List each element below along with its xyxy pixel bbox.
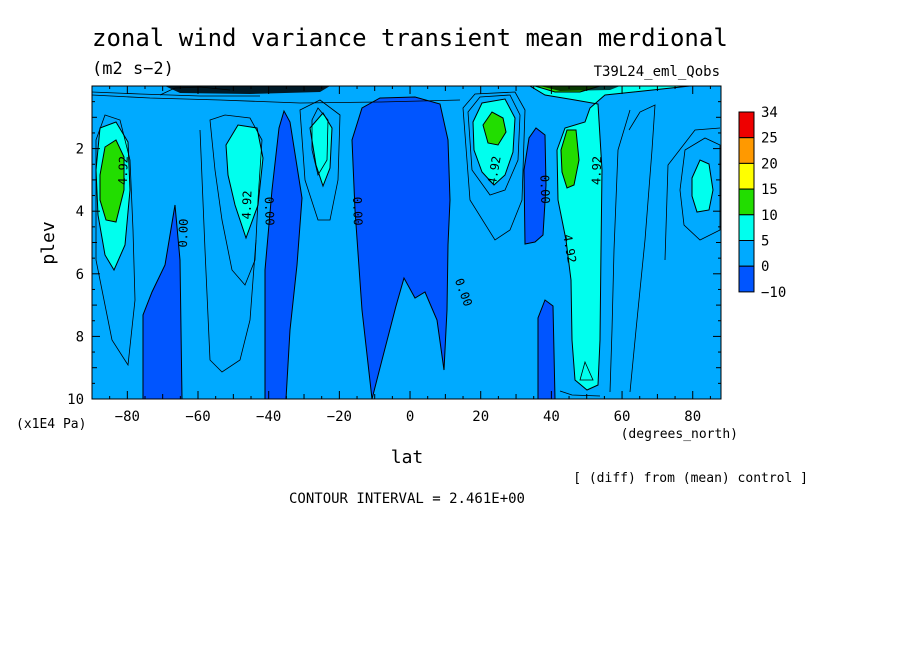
diff-note: [ (diff) from (mean) control ] — [573, 471, 808, 486]
legend-swatch — [738, 265, 755, 293]
legend-swatch — [738, 188, 755, 216]
strong-region-nh-jet — [560, 129, 580, 189]
color-legend: 34 25 20 15 10 5 0 −10 — [738, 105, 786, 301]
y-tick-label: 2 — [76, 142, 84, 158]
x-tick-label: 40 — [543, 409, 560, 425]
x-tick-label: −20 — [327, 409, 352, 425]
contour-label-layer: 4.920.004.92 0.00 0.000.004.920.004.924.92 — [116, 155, 605, 308]
negative-region-sh-mid — [264, 109, 303, 399]
x-tick-label: −60 — [185, 409, 210, 425]
top-band — [165, 86, 330, 94]
x-tick-label: 80 — [684, 409, 701, 425]
x-tick-label: −80 — [115, 409, 140, 425]
x-tick-labels: −80 −60 −40 −20 0 20 40 60 80 — [115, 409, 701, 425]
legend-swatch — [738, 240, 755, 267]
contour-label: 4.92 — [116, 156, 131, 185]
negative-region-nh-upper — [523, 127, 547, 245]
negative-region-equatorial — [351, 96, 451, 399]
axis-ticks — [91, 85, 721, 400]
contour-label: 4.92 — [485, 155, 504, 186]
legend-swatch — [738, 162, 755, 190]
legend-label: 25 — [761, 131, 778, 147]
contour-label: 4.92 — [560, 233, 579, 264]
legend-swatch — [738, 214, 755, 242]
y-axis-units: (x1E4 Pa) — [16, 417, 86, 432]
strong-region-nh-subtropical — [482, 111, 507, 146]
contour-label: 4.92 — [589, 156, 604, 185]
negative-region-sh-lower — [142, 204, 183, 399]
legend-label: 5 — [761, 234, 769, 250]
contour-interval: CONTOUR INTERVAL = 2.461E+00 — [289, 491, 525, 507]
x-tick-label: 60 — [614, 409, 631, 425]
run-label: T39L24_eml_Qobs — [594, 64, 720, 80]
legend-label: 15 — [761, 182, 778, 198]
legend-label: 10 — [761, 208, 778, 224]
contour-label: 0.00 — [176, 218, 191, 247]
legend-label: 20 — [761, 156, 778, 172]
contour-label: 0.00 — [537, 175, 552, 204]
y-tick-labels: 2 4 6 8 10 — [67, 142, 84, 408]
x-tick-label: −40 — [256, 409, 281, 425]
contour-label: 0.00 — [350, 196, 365, 225]
chart-title: zonal wind variance transient mean merdi… — [92, 24, 728, 52]
contour-label: 0.00 — [262, 196, 277, 225]
legend-swatch — [738, 137, 755, 164]
y-tick-label: 8 — [76, 329, 84, 345]
contour-plot-area: 4.920.004.92 0.00 0.000.004.920.004.924.92 — [92, 86, 721, 399]
y-tick-label: 6 — [76, 267, 84, 283]
legend-swatch — [738, 111, 755, 139]
legend-label: −10 — [761, 285, 786, 301]
x-axis-units: (degrees_north) — [621, 427, 738, 442]
legend-label: 0 — [761, 259, 769, 275]
x-tick-label: 20 — [472, 409, 489, 425]
legend-label: 34 — [761, 105, 778, 121]
strong-region-sh-polar — [99, 139, 125, 223]
contour-label: 4.92 — [239, 190, 254, 219]
x-axis-label: lat — [391, 447, 424, 468]
positive-region-nh-polar — [691, 159, 714, 213]
x-tick-label: 0 — [406, 409, 414, 425]
negative-region-nh-lower — [537, 299, 556, 399]
chart-units: (m2 s−2) — [92, 59, 174, 79]
top-band-nh — [540, 86, 620, 91]
y-tick-label: 4 — [76, 204, 84, 220]
y-tick-label: 10 — [67, 392, 84, 408]
y-axis-label: plev — [38, 221, 59, 264]
